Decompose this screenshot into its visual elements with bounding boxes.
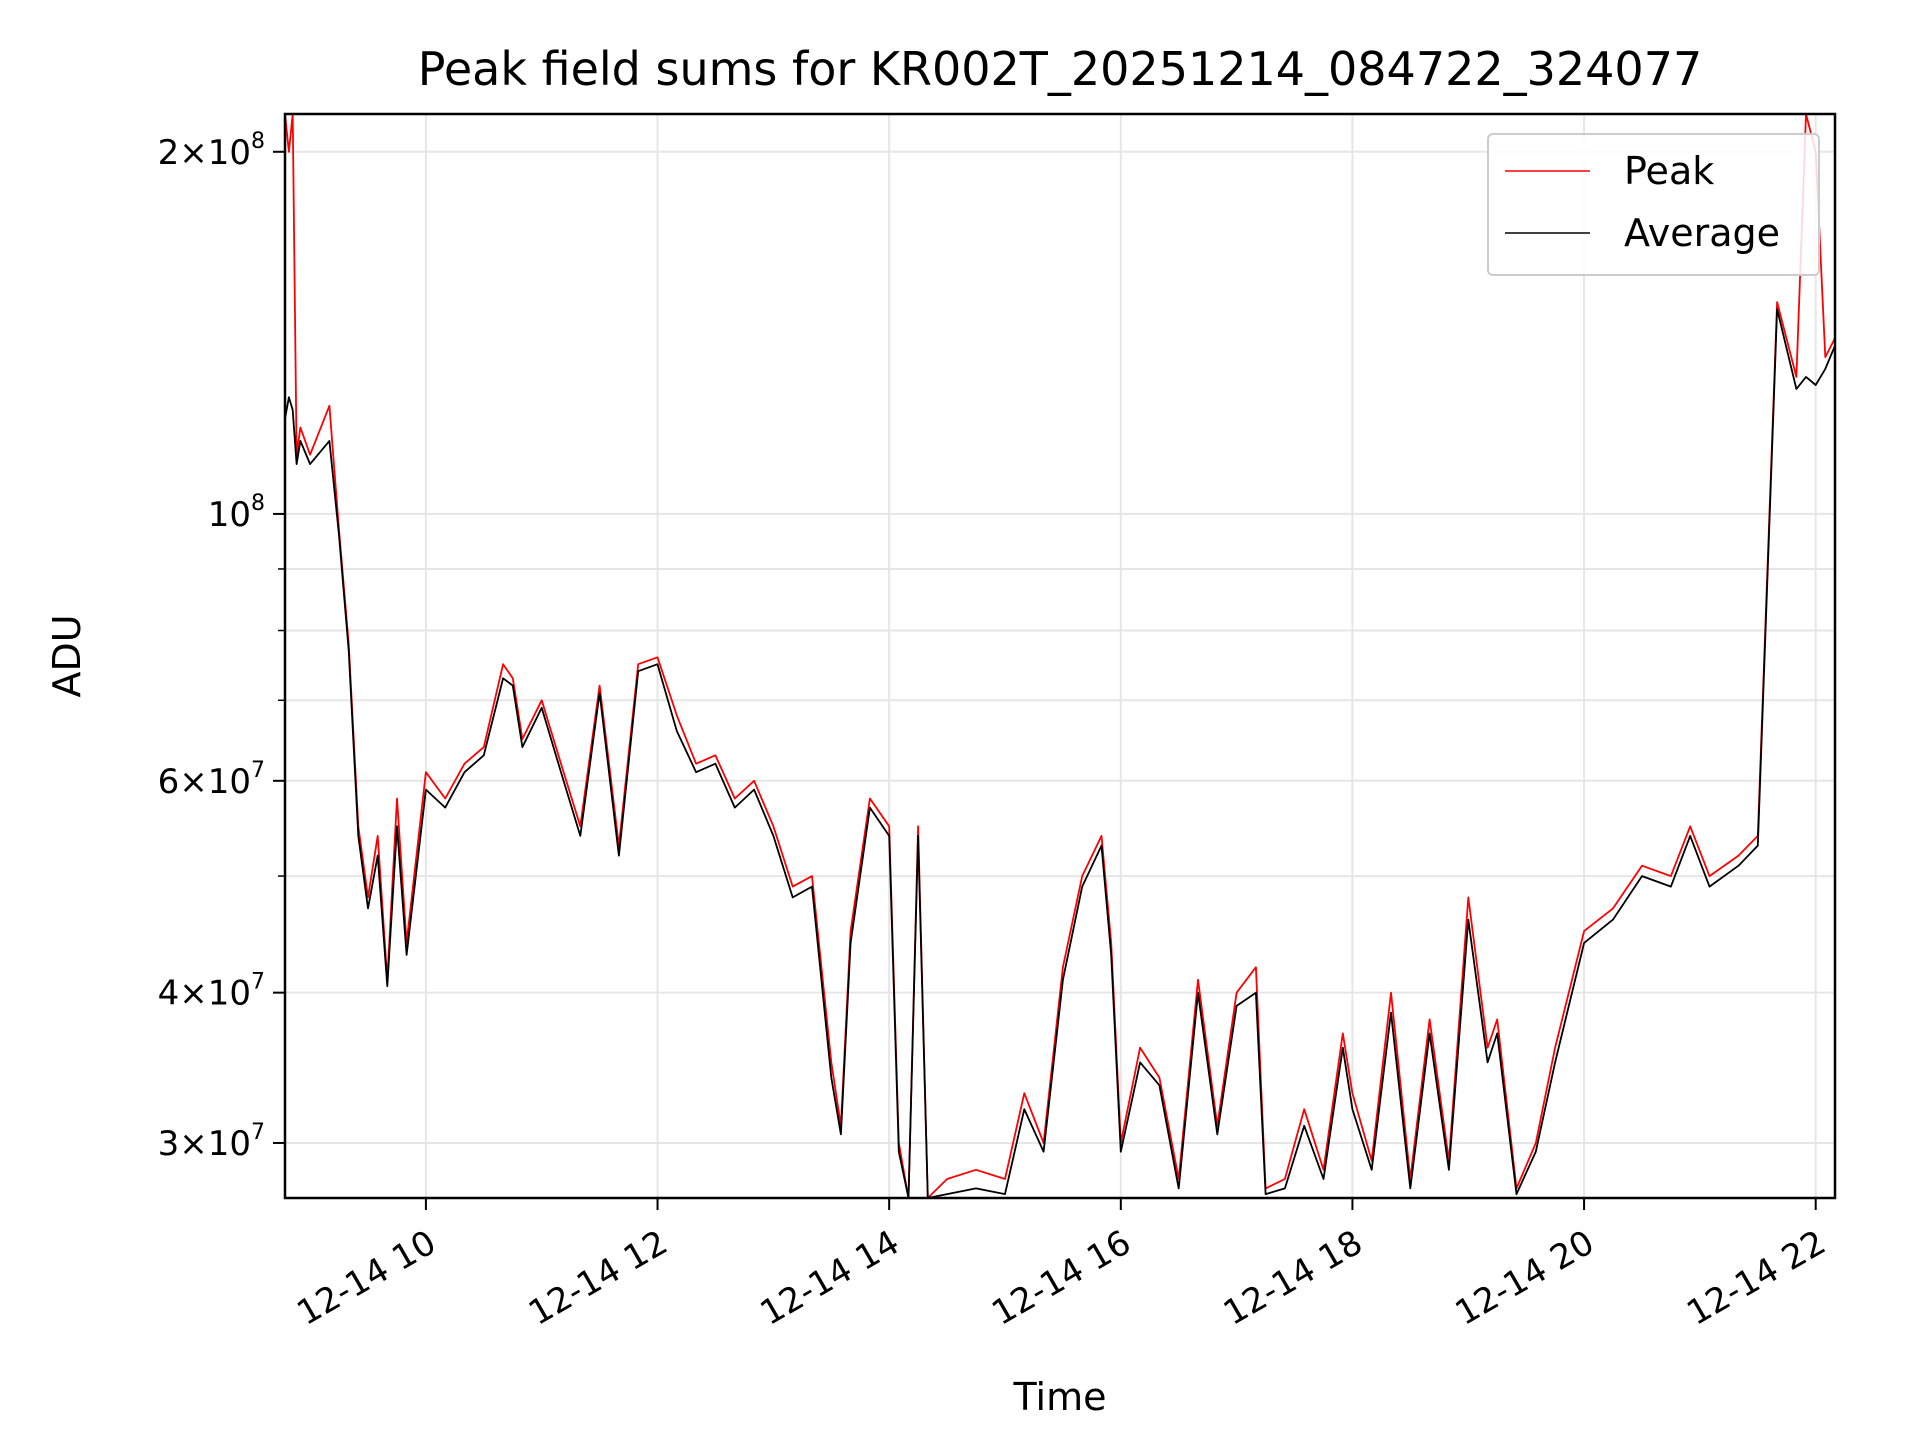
y-axis-label: ADU bbox=[45, 614, 89, 697]
y-axis: 3×107 4×107 6×107 108 2×108 bbox=[158, 129, 285, 1164]
y-tick-label: 108 bbox=[208, 491, 265, 535]
legend-label-average: Average bbox=[1624, 211, 1780, 255]
plot-frame bbox=[283, 112, 1837, 1200]
series-line-peak bbox=[284, 113, 1836, 1199]
series-line-average bbox=[284, 308, 1836, 1199]
y-tick-label: 3×107 bbox=[158, 1120, 265, 1164]
y-tick-label: 6×107 bbox=[158, 758, 265, 802]
series-layer bbox=[284, 113, 1836, 1199]
x-axis-label: Time bbox=[1013, 1375, 1107, 1419]
legend-box bbox=[1487, 133, 1820, 276]
legend-label-peak: Peak bbox=[1624, 149, 1714, 193]
grid bbox=[285, 114, 1835, 1198]
legend: Peak Average bbox=[1487, 133, 1820, 276]
chart-title: Peak field sums for KR002T_20251214_0847… bbox=[418, 42, 1702, 96]
y-tick-label: 4×107 bbox=[158, 970, 265, 1014]
y-tick-label: 2×108 bbox=[158, 129, 265, 173]
